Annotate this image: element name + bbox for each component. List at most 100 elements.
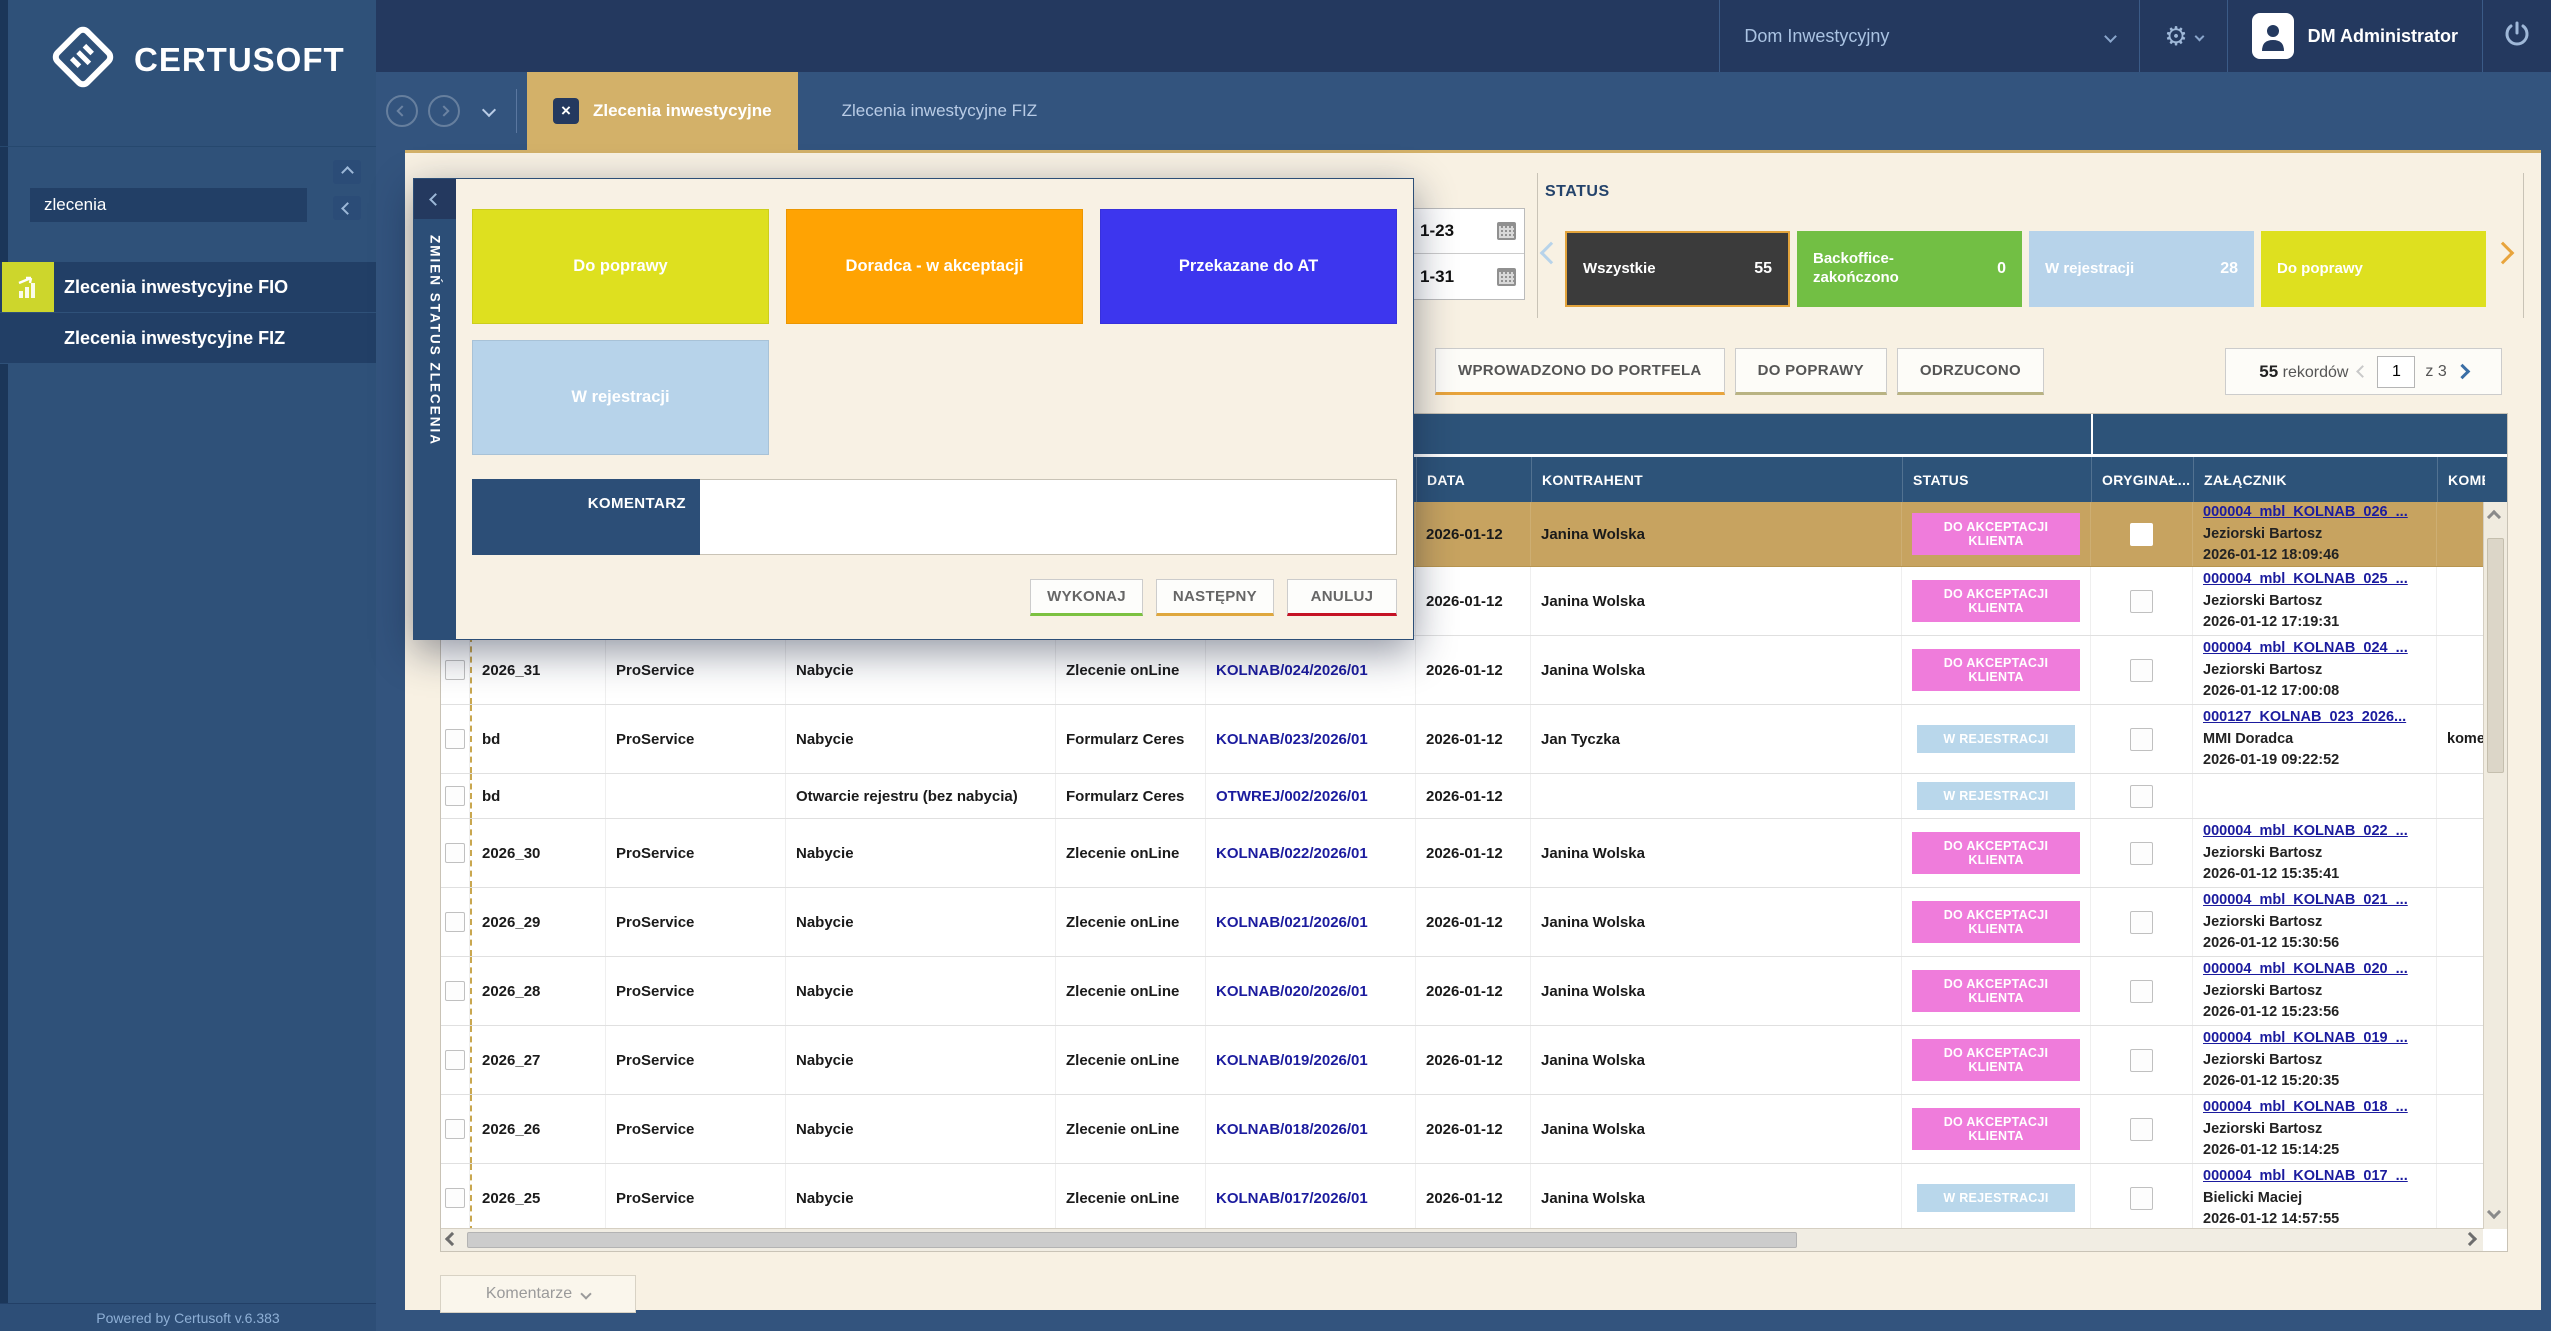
comments-toggle-button[interactable]: Komentarze [440,1275,636,1313]
row-checkbox[interactable] [445,843,465,863]
order-link-cell[interactable]: KOLNAB/021/2026/01 [1206,888,1416,956]
date-from-field[interactable]: 1-23 [1414,209,1524,254]
order-link-cell[interactable]: KOLNAB/024/2026/01 [1206,636,1416,704]
nav-forward-button[interactable] [428,95,460,127]
table-row[interactable]: 2026_25 ProService Nabycie Zlecenie onLine K… [441,1164,2483,1229]
tab-zlecenia-inwestycyjne-fiz[interactable]: Zlecenia inwestycyjne FIZ [798,72,1082,150]
page-prev-button[interactable] [2356,365,2370,378]
calendar-icon[interactable] [1497,267,1516,286]
comment-input[interactable] [700,479,1397,555]
table-row[interactable]: bd Otwarcie rejestru (bez nabycia) Formula… [441,774,2483,819]
scroll-right-icon[interactable] [2462,1231,2478,1247]
attachment-link[interactable]: 000004_mbl_KOLNAB_018_... [2203,1099,2408,1116]
logout-button[interactable] [2482,0,2551,72]
attachment-link[interactable]: 000004_mbl_KOLNAB_026_... [2203,504,2408,521]
table-row[interactable]: 2026_30 ProService Nabycie Zlecenie onLine K… [441,819,2483,888]
date-to-field[interactable]: 1-31 [1414,254,1524,299]
status-card-2[interactable]: W rejestracji 28 [2029,231,2254,307]
page-next-button[interactable] [2454,363,2471,380]
table-row[interactable]: 2026_31 ProService Nabycie Zlecenie onLine K… [441,636,2483,705]
original-checkbox[interactable] [2130,910,2153,934]
modal-collapse-button[interactable] [414,179,456,219]
table-row[interactable]: bd ProService Nabycie Formularz Ceres KOLNAB… [441,705,2483,774]
nav-back-button[interactable] [386,95,418,127]
original-checkbox[interactable] [2130,841,2153,865]
sidebar-collapse-button[interactable] [333,196,361,220]
modal-status-button-0[interactable]: Do poprawy [472,209,769,324]
attachment-link[interactable]: 000004_mbl_KOLNAB_025_... [2203,571,2408,588]
action-button-0[interactable]: WPROWADZONO DO PORTFELA [1435,348,1725,395]
original-checkbox[interactable] [2130,784,2153,808]
calendar-icon[interactable] [1497,222,1516,240]
modal-footer-button-0[interactable]: WYKONAJ [1030,579,1143,616]
status-cell: DO AKCEPTACJI KLIENTA [1902,1095,2091,1163]
sidebar-search-input[interactable] [30,188,307,222]
original-checkbox[interactable] [2130,1048,2153,1072]
user-menu[interactable]: DM Administrator [2226,0,2482,72]
table-row[interactable]: 2026_29 ProService Nabycie Zlecenie onLine K… [441,888,2483,957]
attachment-link[interactable]: 000127_KOLNAB_023_2026... [2203,709,2407,726]
attachment-link[interactable]: 000004_mbl_KOLNAB_017_... [2203,1168,2408,1185]
status-cards-prev-button[interactable] [1539,241,1563,266]
row-checkbox[interactable] [445,1119,465,1139]
attachment-link[interactable]: 000004_mbl_KOLNAB_022_... [2203,823,2408,840]
original-checkbox[interactable] [2130,1186,2153,1210]
vertical-scrollbar-thumb[interactable] [2487,538,2504,773]
vertical-scrollbar[interactable] [2483,502,2507,1229]
modal-footer-button-1[interactable]: NASTĘPNY [1155,579,1274,616]
order-link-cell[interactable]: KOLNAB/020/2026/01 [1206,957,1416,1025]
original-checkbox[interactable] [2130,979,2153,1003]
scroll-up-icon[interactable] [2486,509,2502,525]
original-checkbox[interactable] [2130,727,2153,751]
page-number-input[interactable] [2377,355,2416,388]
order-link-cell[interactable]: KOLNAB/022/2026/01 [1206,819,1416,887]
row-checkbox[interactable] [445,660,465,680]
original-checkbox[interactable] [2130,658,2153,682]
status-cards-next-button[interactable] [2491,241,2515,266]
status-card-3[interactable]: Do poprawy [2261,231,2486,307]
attachment-link[interactable]: 000004_mbl_KOLNAB_021_... [2203,892,2408,909]
row-select-cell [441,774,470,818]
scroll-down-icon[interactable] [2486,1204,2502,1220]
order-link-cell[interactable]: OTWREJ/002/2026/01 [1206,774,1416,818]
attachment-link[interactable]: 000004_mbl_KOLNAB_020_... [2203,961,2408,978]
settings-menu[interactable]: ⚙ [2139,0,2226,72]
row-select-cell [441,1095,470,1163]
modal-status-button-1[interactable]: Doradca - w akceptacji [786,209,1083,324]
action-button-1[interactable]: DO POPRAWY [1734,348,1887,395]
original-checkbox[interactable] [2130,589,2153,613]
close-icon[interactable]: × [553,98,579,124]
sidebar-item-zlecenia-inwestycyjne-fio[interactable]: Zlecenia inwestycyjne FIO [0,262,376,313]
status-card-0[interactable]: Wszystkie 55 [1565,231,1790,307]
table-row[interactable]: 2026_27 ProService Nabycie Zlecenie onLine K… [441,1026,2483,1095]
status-card-1[interactable]: Backoffice-zakończono 0 [1797,231,2022,307]
row-checkbox[interactable] [445,729,465,749]
attachment-link[interactable]: 000004_mbl_KOLNAB_024_... [2203,640,2408,657]
order-link-cell[interactable]: KOLNAB/018/2026/01 [1206,1095,1416,1163]
row-checkbox[interactable] [445,1188,465,1208]
original-checkbox[interactable] [2130,1117,2153,1141]
modal-status-button-2[interactable]: Przekazane do AT [1100,209,1397,324]
row-checkbox[interactable] [445,981,465,1001]
order-link-cell[interactable]: KOLNAB/023/2026/01 [1206,705,1416,773]
horizontal-scrollbar[interactable] [441,1228,2483,1251]
row-checkbox[interactable] [445,786,465,806]
attachment-link[interactable]: 000004_mbl_KOLNAB_019_... [2203,1030,2408,1047]
scroll-left-icon[interactable] [444,1231,460,1247]
order-link-cell[interactable]: KOLNAB/017/2026/01 [1206,1164,1416,1229]
original-checkbox[interactable] [2130,522,2153,546]
row-checkbox[interactable] [445,1050,465,1070]
horizontal-scrollbar-thumb[interactable] [467,1232,1797,1248]
tab-list-dropdown[interactable] [481,102,497,120]
table-row[interactable]: 2026_28 ProService Nabycie Zlecenie onLine K… [441,957,2483,1026]
company-selector[interactable]: Dom Inwestycyjny [1719,0,2139,72]
tab-zlecenia-inwestycyjne[interactable]: × Zlecenia inwestycyjne [527,72,798,150]
sidebar-item-zlecenia-inwestycyjne-fiz[interactable]: Zlecenia inwestycyjne FIZ [0,313,376,364]
order-link-cell[interactable]: KOLNAB/019/2026/01 [1206,1026,1416,1094]
modal-status-button-3[interactable]: W rejestracji [472,340,769,455]
modal-footer-button-2[interactable]: ANULUJ [1287,579,1397,616]
table-row[interactable]: 2026_26 ProService Nabycie Zlecenie onLine K… [441,1095,2483,1164]
sidebar-scroll-up-button[interactable] [333,160,361,184]
action-button-2[interactable]: ODRZUCONO [1896,348,2044,395]
row-checkbox[interactable] [445,912,465,932]
